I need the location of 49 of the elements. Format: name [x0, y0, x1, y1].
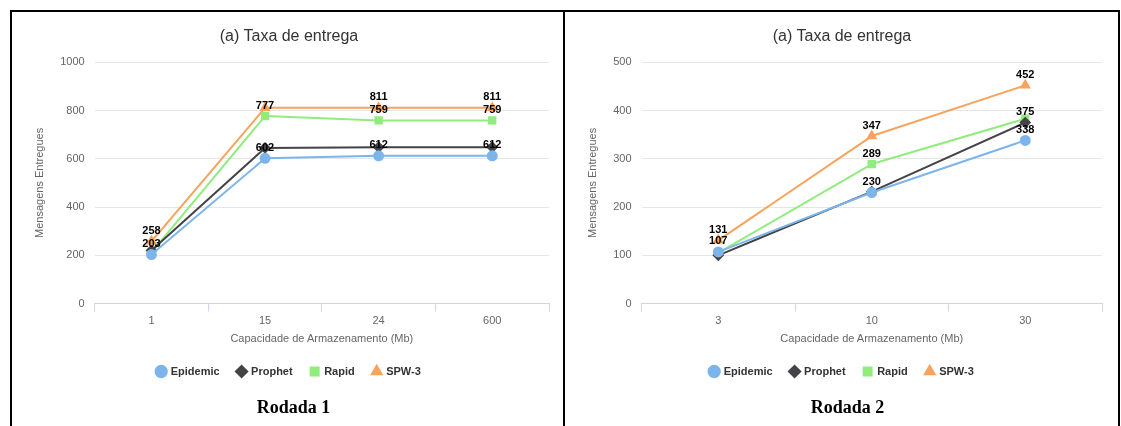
- data-label: 289: [862, 146, 881, 159]
- data-label: 230: [862, 175, 881, 188]
- y-tick-label: 0: [625, 296, 632, 309]
- x-tick-label: 600: [483, 314, 502, 327]
- data-label: 759: [369, 102, 388, 115]
- chart-title: (a) Taxa de entrega: [219, 27, 359, 45]
- y-tick-label: 400: [613, 103, 632, 116]
- data-label: 347: [862, 118, 881, 131]
- x-tick-label: 24: [372, 314, 385, 327]
- text: Rodada 2: [809, 397, 886, 418]
- data-label: 131: [709, 222, 728, 235]
- legend-label: SPW-3: [386, 364, 421, 377]
- data-label: 258: [142, 223, 161, 236]
- x-tick-label: 1: [148, 314, 155, 327]
- y-axis-title: Mensagens Entregues: [32, 127, 45, 238]
- legend-label: Prophet: [804, 364, 846, 377]
- y-tick-label: 600: [66, 151, 85, 164]
- data-label: 338: [1016, 122, 1035, 135]
- data-label: 452: [1016, 67, 1035, 80]
- x-axis-title: Capacidade de Armazenamento (Mb): [230, 332, 414, 345]
- y-tick-label: 800: [66, 103, 85, 116]
- x-tick-label: 15: [258, 314, 272, 327]
- y-tick-label: 200: [66, 248, 85, 261]
- y-tick-label: 400: [66, 200, 85, 213]
- x-axis-title: Capacidade de Armazenamento (Mb): [780, 332, 964, 345]
- x-tick-label: 30: [1019, 314, 1032, 327]
- legend-label: Epidemic: [723, 364, 773, 377]
- data-label: 759: [483, 102, 502, 115]
- data-label: 811: [369, 90, 388, 103]
- legend-label: Epidemic: [170, 364, 220, 377]
- y-tick-label: 500: [613, 55, 632, 68]
- data-label: 375: [1016, 105, 1035, 118]
- y-tick-label: 1000: [60, 55, 85, 68]
- x-tick-label: 10: [865, 314, 878, 327]
- data-label: 811: [483, 90, 502, 103]
- y-tick-label: 200: [613, 200, 632, 213]
- legend-label: SPW-3: [939, 364, 974, 377]
- y-tick-label: 0: [78, 296, 85, 309]
- chart-title: (a) Taxa de entrega: [772, 27, 912, 45]
- legend-label: Rapid: [877, 364, 908, 377]
- y-tick-label: 100: [613, 248, 632, 261]
- legend-label: Rapid: [324, 364, 355, 377]
- legend-label: Prophet: [251, 364, 293, 377]
- data-label: 203: [142, 237, 161, 250]
- x-tick-label: 3: [715, 314, 722, 327]
- y-axis-title: Mensagens Entregues: [585, 127, 598, 238]
- text: Rodada 1: [255, 397, 332, 418]
- data-label: 107: [709, 234, 728, 247]
- y-tick-label: 300: [613, 151, 632, 164]
